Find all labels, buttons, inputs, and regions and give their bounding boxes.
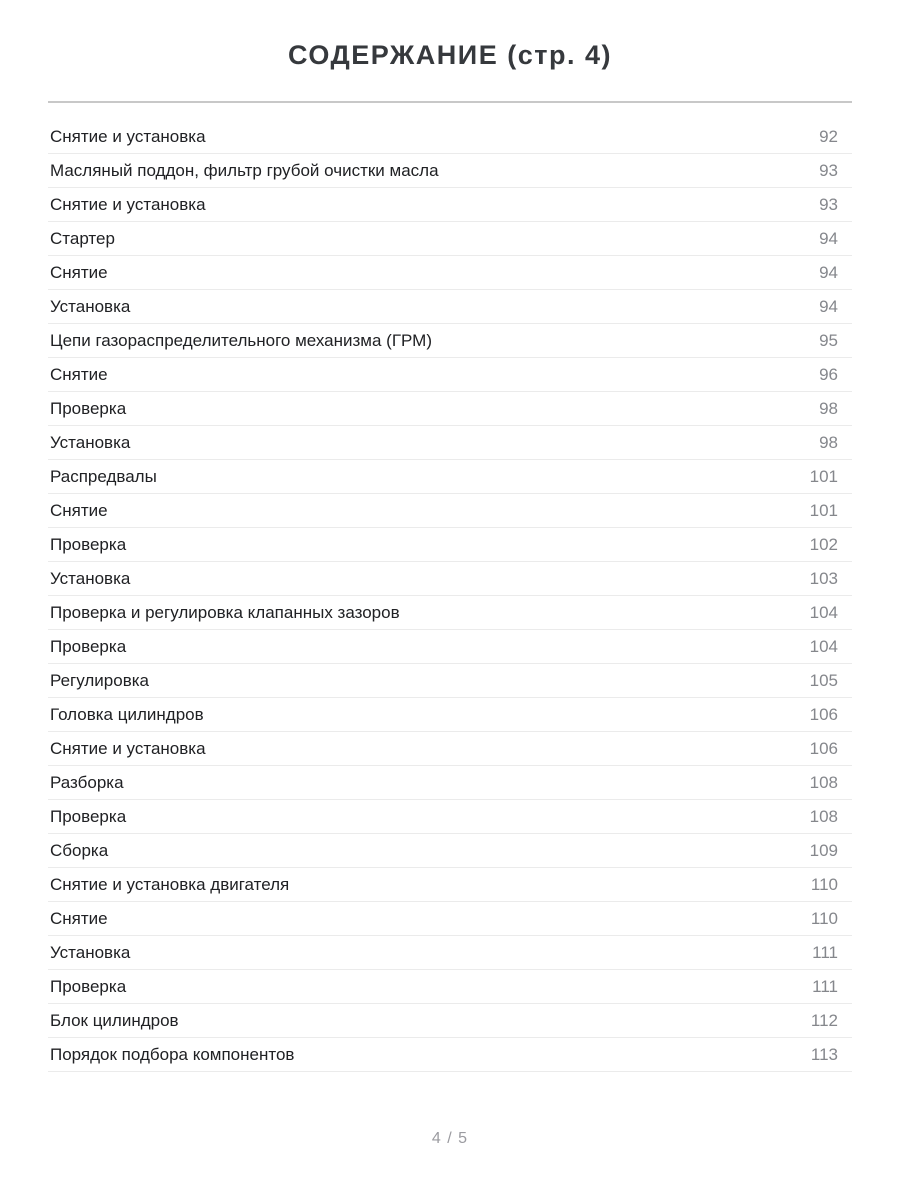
toc-entry-label: Блок цилиндров	[50, 1010, 179, 1030]
toc-entry-label: Снятие и установка	[50, 194, 206, 214]
toc-row[interactable]: Проверка 108	[48, 800, 852, 834]
toc-entry-label: Проверка	[50, 398, 127, 418]
toc-entry-page: 111	[812, 942, 838, 962]
toc-entry-page: 101	[809, 500, 838, 520]
pagination-indicator: 4 / 5	[431, 1130, 469, 1147]
toc-entry-page: 106	[809, 704, 838, 724]
toc-entry-page: 103	[809, 568, 838, 588]
toc-row[interactable]: Проверка 102	[48, 528, 852, 562]
toc-entry-page: 94	[819, 296, 838, 316]
toc-row[interactable]: Снятие 101	[48, 494, 852, 528]
toc-entry-page: 96	[819, 364, 838, 384]
toc-entry-label: Проверка	[50, 636, 127, 656]
toc-entry-label: Установка	[50, 568, 131, 588]
toc-row[interactable]: Регулировка 105	[48, 664, 852, 698]
toc-entry-page: 92	[819, 126, 838, 146]
toc-entry-page: 110	[810, 908, 838, 928]
toc-entry-page: 93	[819, 160, 838, 180]
toc-row[interactable]: Стартер 94	[48, 222, 852, 256]
toc-entry-page: 108	[809, 772, 838, 792]
toc-entry-label: Цепи газораспределительного механизма (Г…	[50, 330, 433, 350]
toc-entry-label: Распредвалы	[50, 466, 157, 486]
toc-row[interactable]: Установка 98	[48, 426, 852, 460]
toc-entry-page: 94	[819, 262, 838, 282]
toc-entry-label: Стартер	[50, 228, 115, 248]
toc-entry-page: 108	[809, 806, 838, 826]
toc-entry-page: 110	[810, 874, 838, 894]
toc-entry-label: Снятие и установка	[50, 126, 206, 146]
toc-entry-label: Проверка	[50, 534, 127, 554]
toc-entry-page: 105	[809, 670, 838, 690]
toc-entry-label: Снятие и установка	[50, 738, 206, 758]
toc-row[interactable]: Проверка и регулировка клапанных зазоров…	[48, 596, 852, 630]
toc-row[interactable]: Установка 103	[48, 562, 852, 596]
toc-row[interactable]: Головка цилиндров 106	[48, 698, 852, 732]
toc-row[interactable]: Порядок подбора компонентов 113	[48, 1038, 852, 1072]
toc-entry-page: 113	[810, 1044, 838, 1064]
toc-row[interactable]: Проверка 111	[48, 970, 852, 1004]
toc-entry-page: 104	[809, 602, 838, 622]
toc-entry-label: Головка цилиндров	[50, 704, 204, 724]
toc-entry-page: 106	[809, 738, 838, 758]
toc-row[interactable]: Снятие и установка 92	[48, 120, 852, 154]
page-title: СОДЕРЖАНИЕ (стр. 4)	[288, 40, 612, 70]
toc-entry-label: Снятие	[50, 908, 108, 928]
toc-entry-label: Проверка и регулировка клапанных зазоров	[50, 602, 400, 622]
toc-entry-page: 94	[819, 228, 838, 248]
toc-entry-page: 95	[819, 330, 838, 350]
toc-row[interactable]: Проверка 98	[48, 392, 852, 426]
toc-entry-label: Установка	[50, 942, 131, 962]
toc-row[interactable]: Установка 111	[48, 936, 852, 970]
toc-entry-label: Проверка	[50, 976, 127, 996]
toc-entry-label: Снятие	[50, 364, 108, 384]
toc-row[interactable]: Разборка 108	[48, 766, 852, 800]
toc-row[interactable]: Снятие 96	[48, 358, 852, 392]
toc-row[interactable]: Снятие 94	[48, 256, 852, 290]
toc-row[interactable]: Цепи газораспределительного механизма (Г…	[48, 324, 852, 358]
toc-entry-label: Порядок подбора компонентов	[50, 1044, 295, 1064]
toc-entry-page: 109	[809, 840, 838, 860]
toc-entry-page: 104	[809, 636, 838, 656]
toc-row[interactable]: Сборка 109	[48, 834, 852, 868]
toc-entry-label: Проверка	[50, 806, 127, 826]
toc-row[interactable]: Снятие и установка двигателя 110	[48, 868, 852, 902]
toc-entry-label: Сборка	[50, 840, 109, 860]
toc-row[interactable]: Блок цилиндров 112	[48, 1004, 852, 1038]
toc-entry-page: 93	[819, 194, 838, 214]
toc-entry-label: Снятие	[50, 500, 108, 520]
toc-entry-label: Снятие	[50, 262, 108, 282]
toc-entry-page: 102	[809, 534, 838, 554]
toc-entry-page: 98	[819, 398, 838, 418]
toc-entry-label: Установка	[50, 432, 131, 452]
toc-row[interactable]: Проверка 104	[48, 630, 852, 664]
toc-row[interactable]: Установка 94	[48, 290, 852, 324]
toc-row[interactable]: Снятие и установка 93	[48, 188, 852, 222]
toc-entry-page: 111	[812, 976, 838, 996]
toc-entry-label: Разборка	[50, 772, 124, 792]
toc-row[interactable]: Снятие и установка 106	[48, 732, 852, 766]
toc-entry-page: 98	[819, 432, 838, 452]
toc-entry-label: Регулировка	[50, 670, 149, 690]
toc-row[interactable]: Распредвалы 101	[48, 460, 852, 494]
toc-row[interactable]: Масляный поддон, фильтр грубой очистки м…	[48, 154, 852, 188]
toc-row[interactable]: Снятие 110	[48, 902, 852, 936]
toc-entry-label: Установка	[50, 296, 131, 316]
toc-entry-page: 101	[809, 466, 838, 486]
toc-list: Снятие и установка 92 Масляный поддон, ф…	[48, 120, 852, 1072]
toc-entry-page: 112	[810, 1010, 838, 1030]
toc-entry-label: Масляный поддон, фильтр грубой очистки м…	[50, 160, 439, 180]
toc-entry-label: Снятие и установка двигателя	[50, 874, 290, 894]
title-divider	[48, 101, 852, 103]
